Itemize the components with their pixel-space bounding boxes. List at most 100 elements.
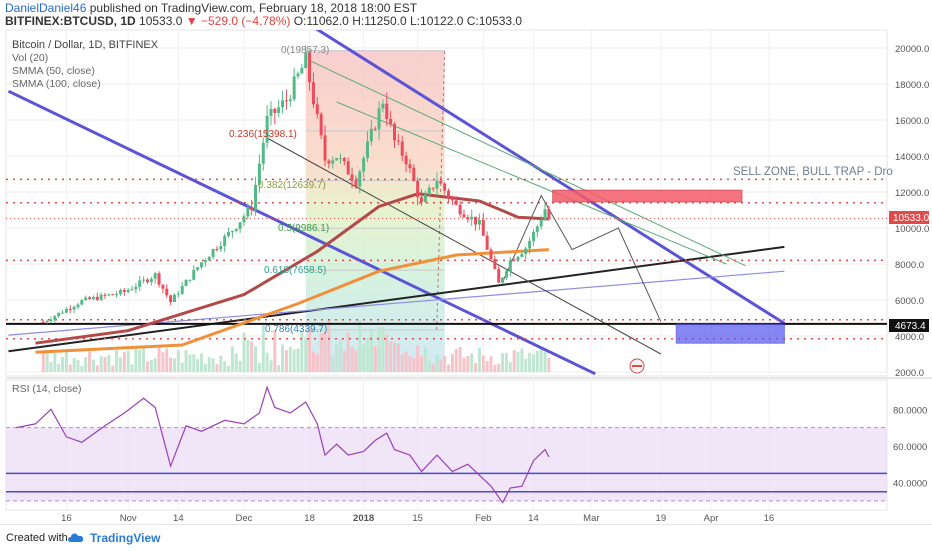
candle-body: [396, 140, 400, 142]
volume-bar: [161, 352, 165, 372]
volume-bar: [404, 351, 408, 372]
volume-bar: [385, 334, 389, 372]
price-tick-label: 10000.0: [895, 224, 929, 235]
candle-body: [443, 183, 447, 191]
volume-bar: [134, 346, 138, 372]
sell-zone-box: [552, 189, 743, 203]
candle-body: [157, 273, 161, 285]
axes: 2000.0 4000.0 6000.0 8000.0 10000.0 12000.0 14…: [61, 44, 929, 524]
fib-retracement: [305, 50, 446, 372]
candle-body: [416, 180, 420, 198]
candle-body: [284, 100, 288, 102]
volume-bar: [535, 350, 539, 372]
volume-bar: [45, 352, 49, 372]
rsi-tick-label: 40.0000: [893, 479, 927, 490]
volume-bar: [211, 358, 215, 372]
candle-body: [365, 141, 369, 159]
channel-upper-line: [315, 30, 786, 325]
volume-bar: [439, 359, 443, 372]
candle-body: [153, 273, 157, 279]
rsi-tick-label: 60.0000: [893, 442, 927, 453]
created-with-label: Created with: [6, 532, 68, 544]
volume-bar: [393, 342, 396, 372]
candle-body: [242, 216, 246, 223]
tradingview-brand[interactable]: TradingView: [90, 531, 161, 545]
candle-body: [288, 99, 292, 102]
volume-bar: [180, 362, 184, 372]
candle-body: [169, 295, 173, 302]
time-tick-label: 14: [173, 513, 184, 524]
legend-title: Bitcoin / Dollar, 1D, BITFINEX: [12, 39, 159, 51]
candle-body: [439, 181, 443, 184]
support-price-tag-text: 4673.4: [895, 321, 926, 332]
candle-body: [130, 289, 134, 291]
candle-body: [107, 294, 111, 296]
volume-bar: [543, 351, 547, 372]
candle-body: [369, 128, 373, 142]
candle-body: [447, 190, 451, 198]
volume-bar: [323, 331, 327, 372]
candle-body: [300, 68, 304, 74]
volume-bar: [157, 347, 161, 372]
volume-bar: [126, 350, 130, 372]
volume-bar: [165, 348, 169, 372]
tradingview-cloud-icon: [68, 533, 84, 542]
volume-bar: [458, 346, 462, 372]
volume-bar: [153, 358, 157, 372]
volume-bar: [504, 352, 508, 372]
candle-body: [95, 296, 99, 300]
volume-bar: [296, 348, 300, 372]
candle-body: [165, 288, 169, 296]
author-link[interactable]: DanielDaniel46: [5, 1, 87, 15]
volume-bar: [196, 359, 200, 372]
volume-bar: [118, 357, 122, 372]
volume-bar: [308, 328, 312, 372]
volume-bar: [358, 319, 362, 372]
volume-bar: [57, 363, 61, 372]
fib-label-50: 0.5(9986.1): [278, 223, 329, 234]
volume-bar: [250, 341, 254, 372]
candle-body: [393, 123, 396, 141]
price-tick-label: 16000.0: [895, 116, 929, 127]
candle-body: [346, 161, 350, 175]
volume-bar: [416, 345, 420, 372]
candle-body: [501, 277, 505, 283]
volume-bar: [53, 351, 57, 372]
ohlc-values: O:11062.0 H:11250.0 L:10122.0 C:10533.0: [293, 14, 523, 28]
last-price-tag: [889, 211, 929, 224]
volume-bar: [246, 339, 250, 372]
time-tick-label: Nov: [120, 513, 137, 524]
publish-text: published on TradingView.com, February 1…: [89, 1, 418, 15]
candle-body: [323, 135, 327, 161]
volume-bar: [99, 356, 103, 372]
volume-bar: [350, 346, 354, 372]
candle-body: [138, 280, 142, 287]
volume-bar: [470, 353, 474, 372]
volume-bar: [369, 330, 373, 372]
candle-body: [192, 269, 196, 280]
rsi-plot: [6, 385, 887, 504]
symbol-line: BITFINEX:BTCUSD, 1D 10533.0 ▼ −529.0 (−4…: [5, 14, 522, 28]
volume-bar: [223, 361, 227, 372]
volume-bar: [315, 353, 319, 372]
candle-body: [311, 82, 315, 105]
candle-body: [172, 294, 176, 302]
candle-body: [543, 209, 547, 220]
volume-bar: [489, 356, 493, 372]
volume-bar: [481, 355, 485, 372]
volume-bar: [257, 362, 261, 372]
candle-body: [57, 312, 61, 317]
volume-bar: [420, 356, 424, 372]
candle-body: [358, 171, 362, 187]
price-tick-label: 8000.0: [895, 260, 924, 271]
volume-bars: [41, 319, 551, 372]
volume-bar: [362, 344, 366, 372]
zones: [552, 189, 785, 344]
volume-bar: [234, 353, 238, 372]
volume-bar: [396, 343, 400, 372]
volume-bar: [520, 348, 524, 372]
footer: Created with TradingView: [0, 524, 932, 551]
volume-bar: [230, 346, 234, 372]
publish-line: DanielDaniel46 published on TradingView.…: [5, 1, 417, 15]
